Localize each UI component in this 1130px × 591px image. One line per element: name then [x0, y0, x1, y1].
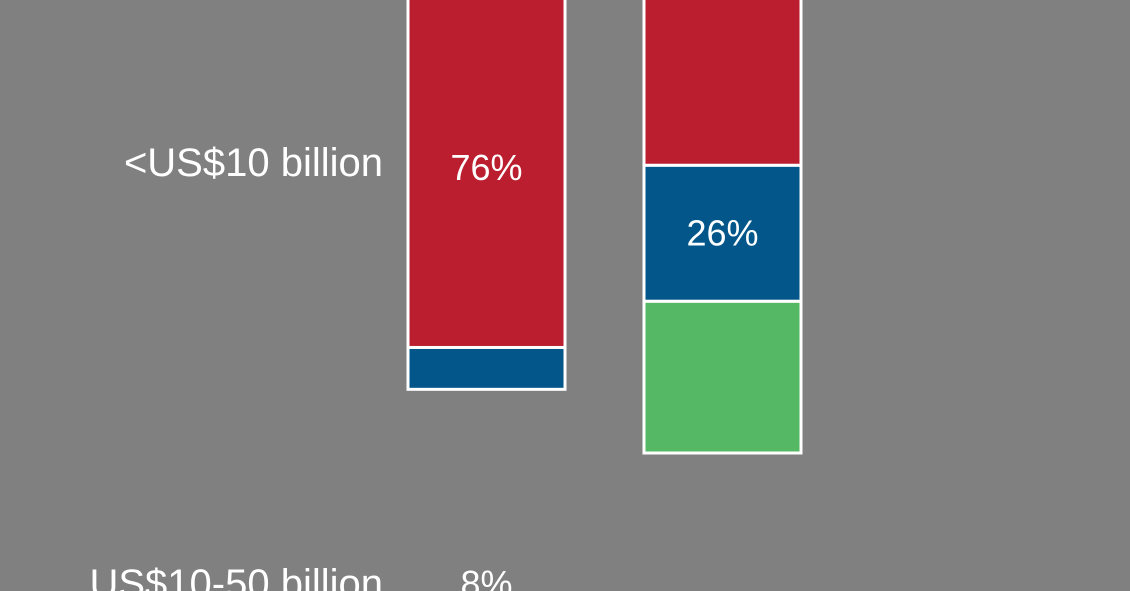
value-label-col1-s1: 76% [450, 147, 522, 188]
bars-group [406, 0, 803, 455]
value-label-col2-s2: 26% [686, 212, 758, 253]
category-label-1: <US$10 billion [124, 141, 383, 185]
value-label-col1-s2: 8% [460, 563, 512, 591]
category-label-2: US$10-50 billion [89, 562, 383, 591]
bar-segment-col2-s1 [642, 0, 803, 167]
bar-segment-col1-s1 [406, 0, 567, 349]
bar-segment-col1-s2 [406, 345, 567, 391]
labels-group: 76% 8% 26% <US$10 billion US$10-50 billion [89, 141, 758, 591]
bar-segment-col2-s3 [642, 299, 803, 455]
